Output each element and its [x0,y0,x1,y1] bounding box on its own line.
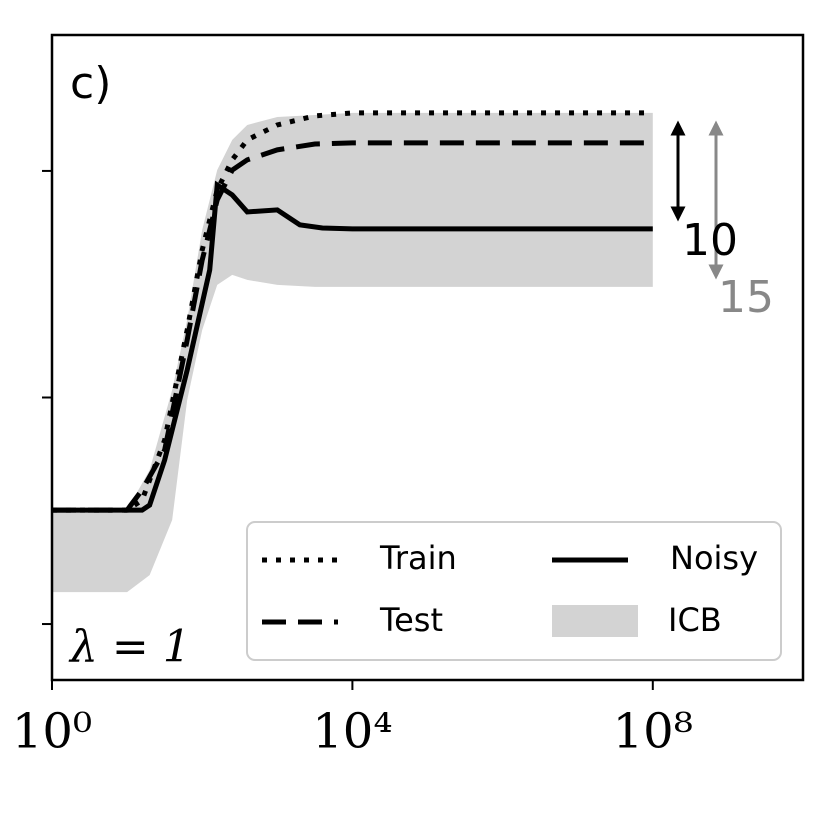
annotation: λ = 1 [68,622,191,673]
x-tick-label: 10⁸ [613,704,693,760]
gap-label: 15 [718,272,774,323]
plot-area [52,110,653,593]
x-tick-label: 10⁴ [312,704,392,760]
panel-label: c) [70,58,111,109]
x-tick-label: 10⁰ [12,704,92,760]
legend-label: Noisy [670,539,758,577]
legend-label: Train [379,539,457,577]
legend [246,521,782,661]
gap-label: 10 [682,215,738,266]
line [52,180,653,513]
legend-label: Test [379,601,443,639]
confidence-band [52,112,653,593]
legend-swatch [552,605,638,637]
legend-label: ICB [668,601,722,639]
plot-frame [50,33,805,682]
